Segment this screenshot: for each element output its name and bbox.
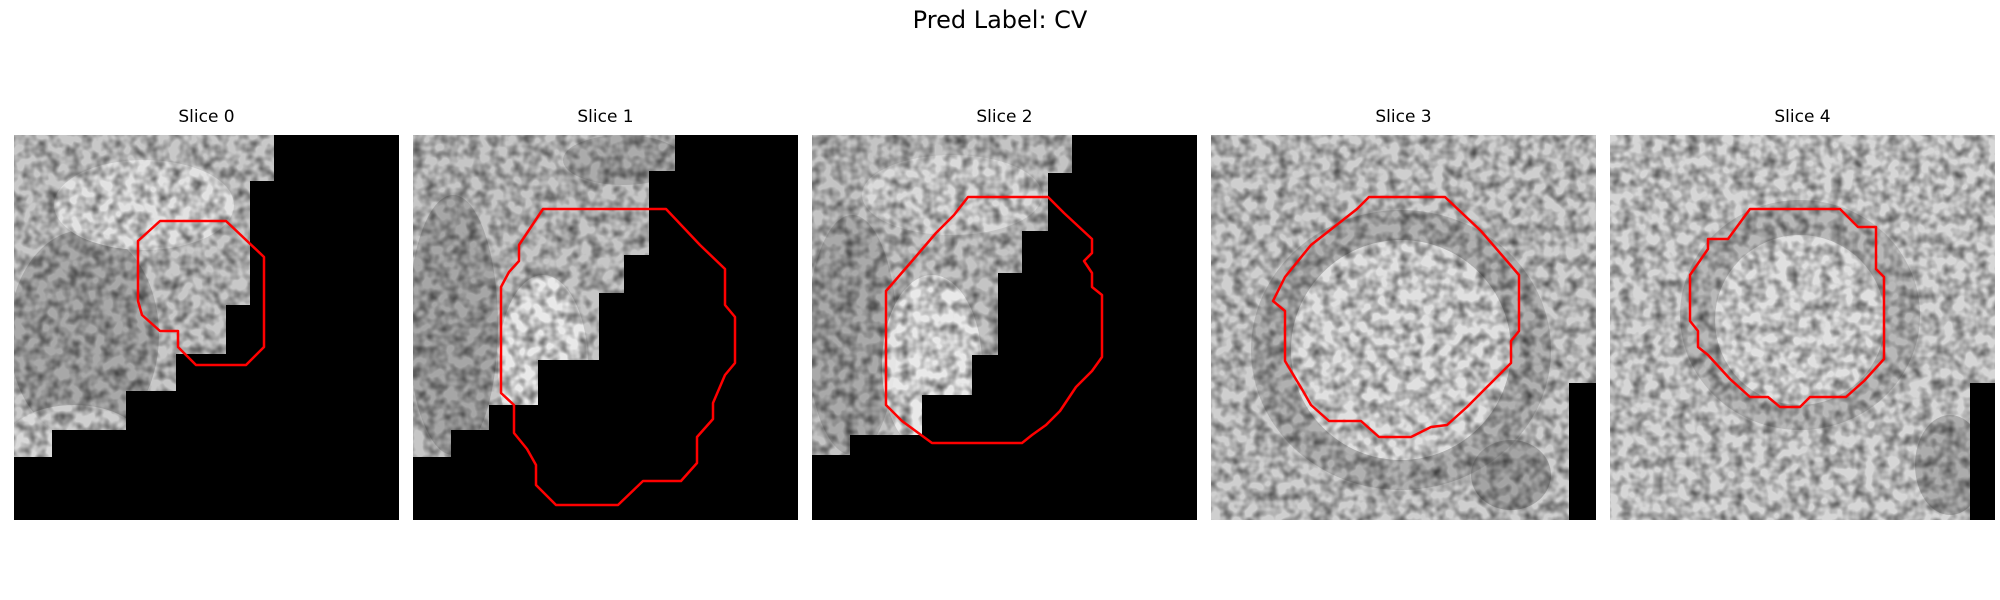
slice-0-contour: [136, 219, 266, 367]
slice-0-title: Slice 0: [178, 107, 235, 127]
slice-4-contour: [1688, 207, 1886, 409]
slice-3-title: Slice 3: [1375, 107, 1432, 127]
slice-0-image: [14, 135, 399, 520]
slice-1-title: Slice 1: [577, 107, 634, 127]
slice-1-image: [413, 135, 798, 520]
slice-2-image: [812, 135, 1197, 520]
slice-3-image: [1211, 135, 1596, 520]
slice-3-contour: [1271, 195, 1521, 439]
slice-4-image: [1610, 135, 1995, 520]
slice-4-title: Slice 4: [1774, 107, 1831, 127]
slice-1-contour: [499, 207, 737, 507]
figure-title: Pred Label: CV: [912, 6, 1088, 34]
slice-2-contour: [884, 195, 1104, 445]
slice-2-title: Slice 2: [976, 107, 1033, 127]
